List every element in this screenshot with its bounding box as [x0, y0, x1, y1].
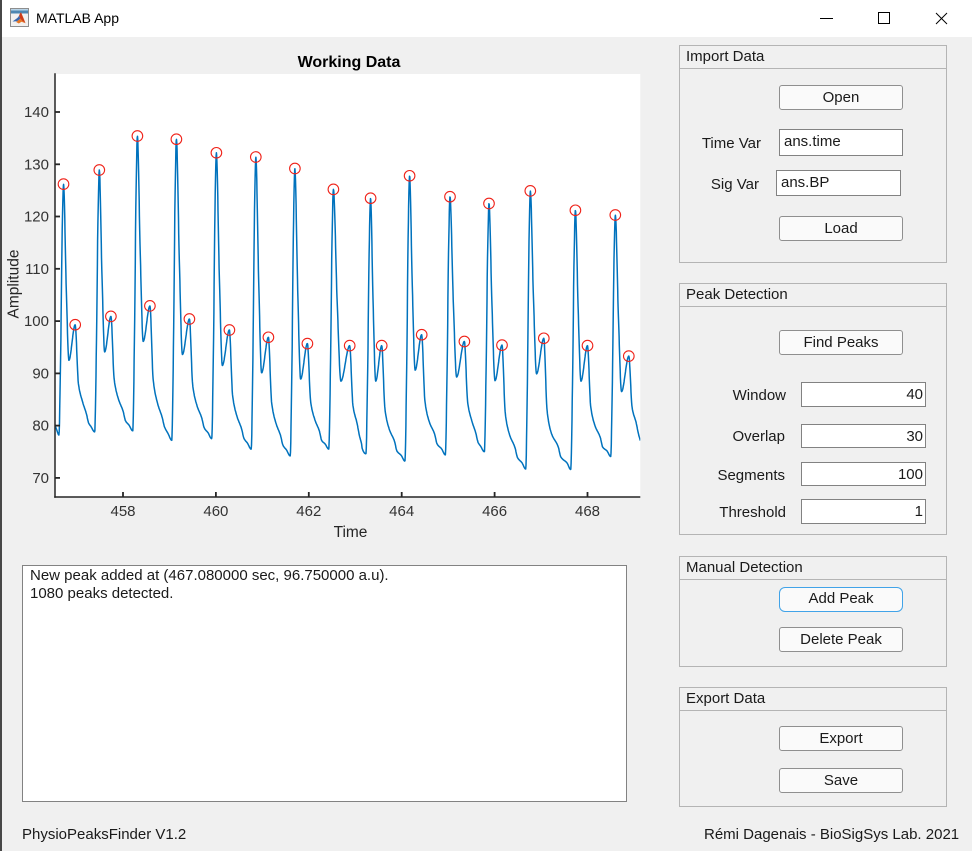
svg-text:100: 100: [24, 313, 49, 330]
svg-text:80: 80: [32, 418, 49, 435]
svg-text:70: 70: [32, 470, 49, 487]
svg-text:460: 460: [203, 503, 228, 520]
svg-text:130: 130: [24, 156, 49, 173]
svg-text:Working Data: Working Data: [298, 54, 401, 71]
svg-text:468: 468: [575, 503, 600, 520]
svg-text:Amplitude: Amplitude: [6, 250, 23, 319]
svg-text:Time: Time: [334, 524, 368, 541]
svg-text:120: 120: [24, 209, 49, 226]
svg-text:466: 466: [482, 503, 507, 520]
svg-text:462: 462: [296, 503, 321, 520]
svg-text:464: 464: [389, 503, 414, 520]
svg-text:458: 458: [110, 503, 135, 520]
svg-text:110: 110: [25, 261, 49, 278]
svg-text:90: 90: [32, 365, 49, 382]
svg-text:140: 140: [24, 104, 49, 121]
